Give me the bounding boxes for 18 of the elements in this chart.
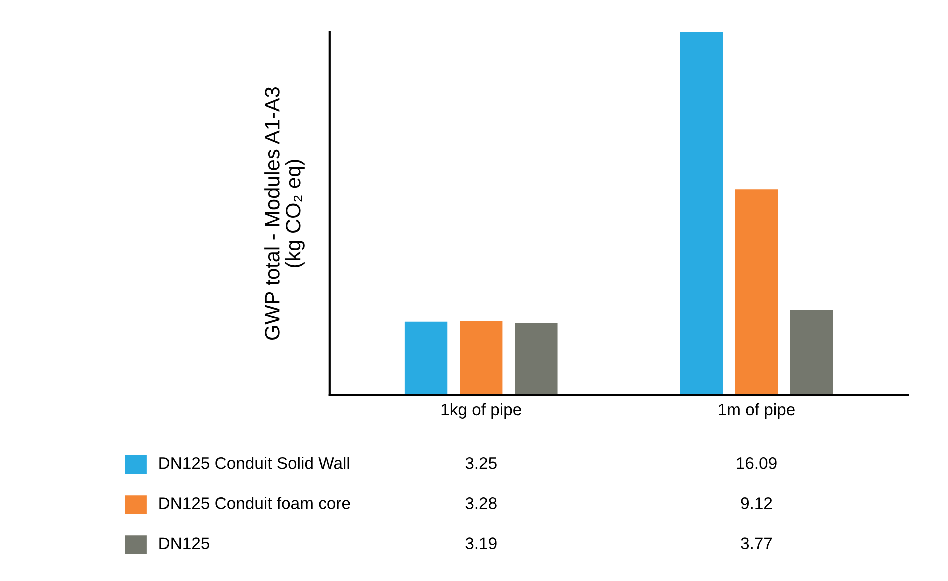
data-label: 3.77: [741, 538, 772, 550]
bar: [790, 310, 834, 396]
data-label: 3.25: [466, 457, 497, 470]
bar: [735, 190, 778, 396]
y-axis-title: GWP total - Modules A1-A3 (kg CO₂ eq): [264, 88, 305, 340]
bar: [404, 322, 448, 396]
data-label: 3.19: [466, 538, 497, 550]
legend-label: DN125 Conduit foam core: [160, 497, 350, 510]
data-label: 3.28: [466, 498, 497, 510]
x-tick-label: 1m of pipe: [719, 403, 795, 419]
bar: [680, 32, 723, 396]
x-tick-label: 1kg of pipe: [442, 403, 522, 419]
data-label: 16.09: [737, 457, 777, 470]
data-label: 9.12: [741, 498, 772, 510]
bar: [515, 323, 558, 396]
bar: [460, 321, 503, 396]
legend-label: DN125: [160, 538, 210, 550]
legend-label: DN125 Conduit Solid Wall: [160, 457, 350, 470]
